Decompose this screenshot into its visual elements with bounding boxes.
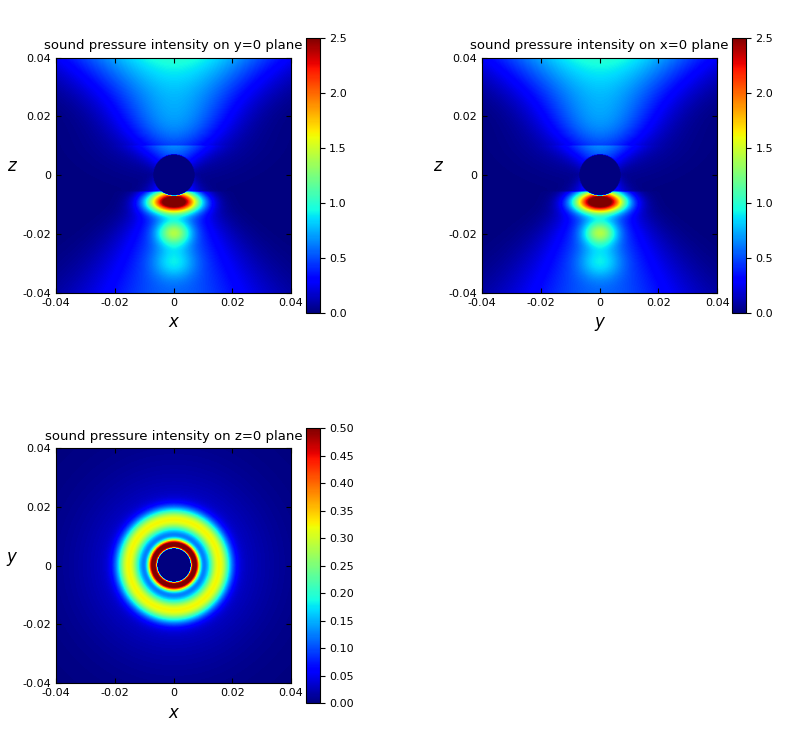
Title: sound pressure intensity on x=0 plane: sound pressure intensity on x=0 plane — [470, 39, 729, 52]
Title: sound pressure intensity on y=0 plane: sound pressure intensity on y=0 plane — [44, 39, 303, 52]
Y-axis label: y: y — [6, 547, 16, 565]
Y-axis label: z: z — [433, 157, 442, 175]
X-axis label: x: x — [169, 704, 178, 721]
Title: sound pressure intensity on z=0 plane: sound pressure intensity on z=0 plane — [45, 429, 302, 443]
Y-axis label: z: z — [7, 157, 16, 175]
X-axis label: x: x — [169, 313, 178, 331]
X-axis label: y: y — [594, 313, 605, 331]
